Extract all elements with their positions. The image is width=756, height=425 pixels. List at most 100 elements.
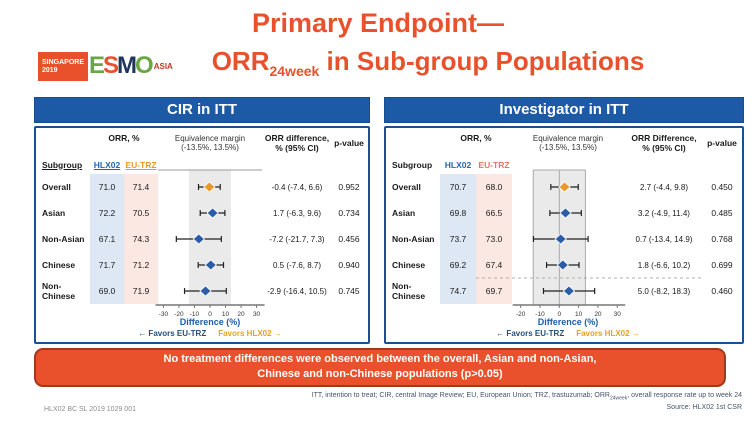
orr-value-eutrz: 66.5 [485,208,503,218]
title-orr-subscript: 24week [269,63,320,80]
favors-hlx02-label: Favors HLX02 → [218,329,282,338]
p-value-cell: 0.734 [338,208,360,218]
logo-letter-m: M [117,52,137,79]
p-value-cell: 0.952 [338,182,360,192]
orr-value-eutrz: 73.0 [485,234,503,244]
orr-difference-value: 1.7 (-6.3, 9.6) [272,208,322,218]
logo-letter-e: E [89,52,105,79]
source-line: Source: HLX02 1st CSR [666,404,742,412]
orr-difference-value: -7.2 (-21.7, 7.3) [269,234,325,244]
subgroup-cell: Non-Chinese [42,281,76,301]
p-value-cell: 0.745 [338,286,360,296]
orr-difference-value: 5.0 (-8.2, 18.3) [637,286,691,296]
orr-difference-header-line2: % (95% CI) [642,143,686,153]
p-value-cell: 0.485 [711,208,733,218]
panel-body: ORR, % Subgroup HLX02 EU-TRZ Equivalence mar… [384,126,744,344]
subgroup-header: Subgroup [392,159,433,170]
panel-body: ORR, % Subgroup HLX02 EU-TRZ Equivalence mar… [34,126,370,344]
hlx02-header: HLX02 [444,159,472,170]
equivalence-margin-label: Equivalence margin (-13.5%, 13.5%) [504,132,632,154]
orr-difference-header-line1: ORR difference, [264,133,330,143]
orr-difference-value: -0.4 (-7.4, 6.6) [271,182,323,192]
conclusion-banner: No treatment differences were observed b… [34,348,726,387]
p-value-cell: 0.456 [338,234,360,244]
panel-cir-in-itt: CIR in ITT ORR, % Subgroup HLX02 EU-TRZ Equiv… [34,97,370,344]
slide-code: HLX02 BC SL 2019 1029 001 [44,406,136,413]
panel-investigator-in-itt: Investigator in ITT ORR, % Subgroup HLX02 EU… [384,97,744,344]
orr-difference-value: 0.5 (-7.6, 8.7) [272,260,322,270]
equivalence-margin-line2: (-13.5%, 13.5%) [539,143,597,152]
favors-eutrz-label: ← Favors EU-TRZ [138,329,207,338]
orr-value-eutrz: 71.9 [132,286,150,296]
subgroup-header: Subgroup [42,159,83,170]
orr-difference-value: -2.9 (-16.4, 10.5) [267,286,327,296]
orr-value-eutrz: 71.4 [132,182,150,192]
logo-esmo-letters: ESMO ASIA [89,52,173,80]
orr-value-hlx02: 69.0 [98,286,116,296]
favors-hlx02-label: Favors HLX02 → [576,329,640,338]
subgroup-cell: Chinese [42,260,76,270]
orr-difference-value: 3.2 (-4.9, 11.4) [638,208,690,218]
logo-letter-s: S [103,52,119,79]
orr-group-header: ORR, % [460,133,492,143]
subgroup-cell: Overall [392,182,421,192]
hlx02-column-highlight [90,174,124,304]
orr-value-eutrz: 71.2 [132,260,150,270]
orr-value-eutrz: 69.7 [485,286,503,296]
favors-row: ← Favors EU-TRZ Favors HLX02 → [115,329,305,338]
orr-value-hlx02: 73.7 [449,234,467,244]
equivalence-margin-label: Equivalence margin (-13.5%, 13.5%) [150,132,270,154]
orr-difference-header-line2: % (95% CI) [275,143,319,153]
banner-line1: No treatment differences were observed b… [163,353,597,365]
p-value-cell: 0.768 [711,234,733,244]
orr-group-header: ORR, % [108,133,140,143]
orr-value-hlx02: 67.1 [98,234,116,244]
logo-asia-text: ASIA [153,62,173,71]
subgroup-cell: Non-Chinese [392,281,426,301]
title-rest: in Sub-group Populations [319,46,645,76]
eutrz-column-highlight [476,174,512,304]
orr-value-hlx02: 71.7 [98,260,116,270]
p-value-cell: 0.699 [711,260,733,270]
orr-difference-header: ORR Difference,% (95% CI) [618,132,710,154]
favors-eutrz-label: ← Favors EU-TRZ [496,329,565,338]
orr-value-eutrz: 74.3 [132,234,150,244]
orr-value-hlx02: 69.2 [449,260,467,270]
orr-value-hlx02: 72.2 [98,208,116,218]
esmo-asia-logo: SINGAPORE 2019 ESMO ASIA [38,52,173,81]
orr-difference-value: 2.7 (-4.4, 9.8) [639,182,689,192]
orr-value-hlx02: 70.7 [449,182,467,192]
p-value-cell: 0.940 [338,260,360,270]
slide-title-line1: Primary Endpoint— [251,8,505,38]
slide-title-line2: ORR24week in Sub-group Populations [128,46,728,79]
abbreviation-line: ITT, intention to treat; CIR, central Im… [311,392,742,402]
panel-title: Investigator in ITT [384,97,744,123]
title-orr: ORR [211,46,270,76]
p-value-header: p-value [707,138,737,148]
orr-difference-value: 1.8 (-6.6, 10.2) [637,260,691,270]
difference-axis-label: Difference (%) [179,317,241,327]
orr-value-hlx02: 71.0 [98,182,116,192]
eutrz-column-highlight [124,174,158,304]
orr-value-eutrz: 68.0 [485,182,503,192]
p-value-cell: 0.460 [711,286,733,296]
orr-value-eutrz: 67.4 [485,260,503,270]
orr-value-eutrz: 70.5 [132,208,150,218]
hlx02-column-highlight [440,174,476,304]
abbreviations-footnote: ITT, intention to treat; CIR, central Im… [312,391,742,412]
favors-row: ← Favors EU-TRZ Favors HLX02 → [473,329,663,338]
orr-value-hlx02: 74.7 [449,286,467,296]
banner-line2: Chinese and non-Chinese populations (p>0… [257,368,503,380]
orr-difference-header: ORR difference,% (95% CI) [256,132,338,154]
orr-difference-header-line1: ORR Difference, [631,133,697,143]
orr-difference-value: 0.7 (-13.4, 14.9) [635,234,693,244]
subgroup-cell: Chinese [392,260,426,270]
equivalence-margin-line1: Equivalence margin [532,134,604,143]
logo-singapore-block: SINGAPORE 2019 [38,52,89,81]
equivalence-margin-line1: Equivalence margin [174,134,246,143]
subgroup-cell: Non-Asian [392,234,435,244]
subgroup-cell: Non-Asian [42,234,85,244]
hlx02-header: HLX02 [93,159,121,170]
logo-singapore-text: SINGAPORE [42,59,85,66]
